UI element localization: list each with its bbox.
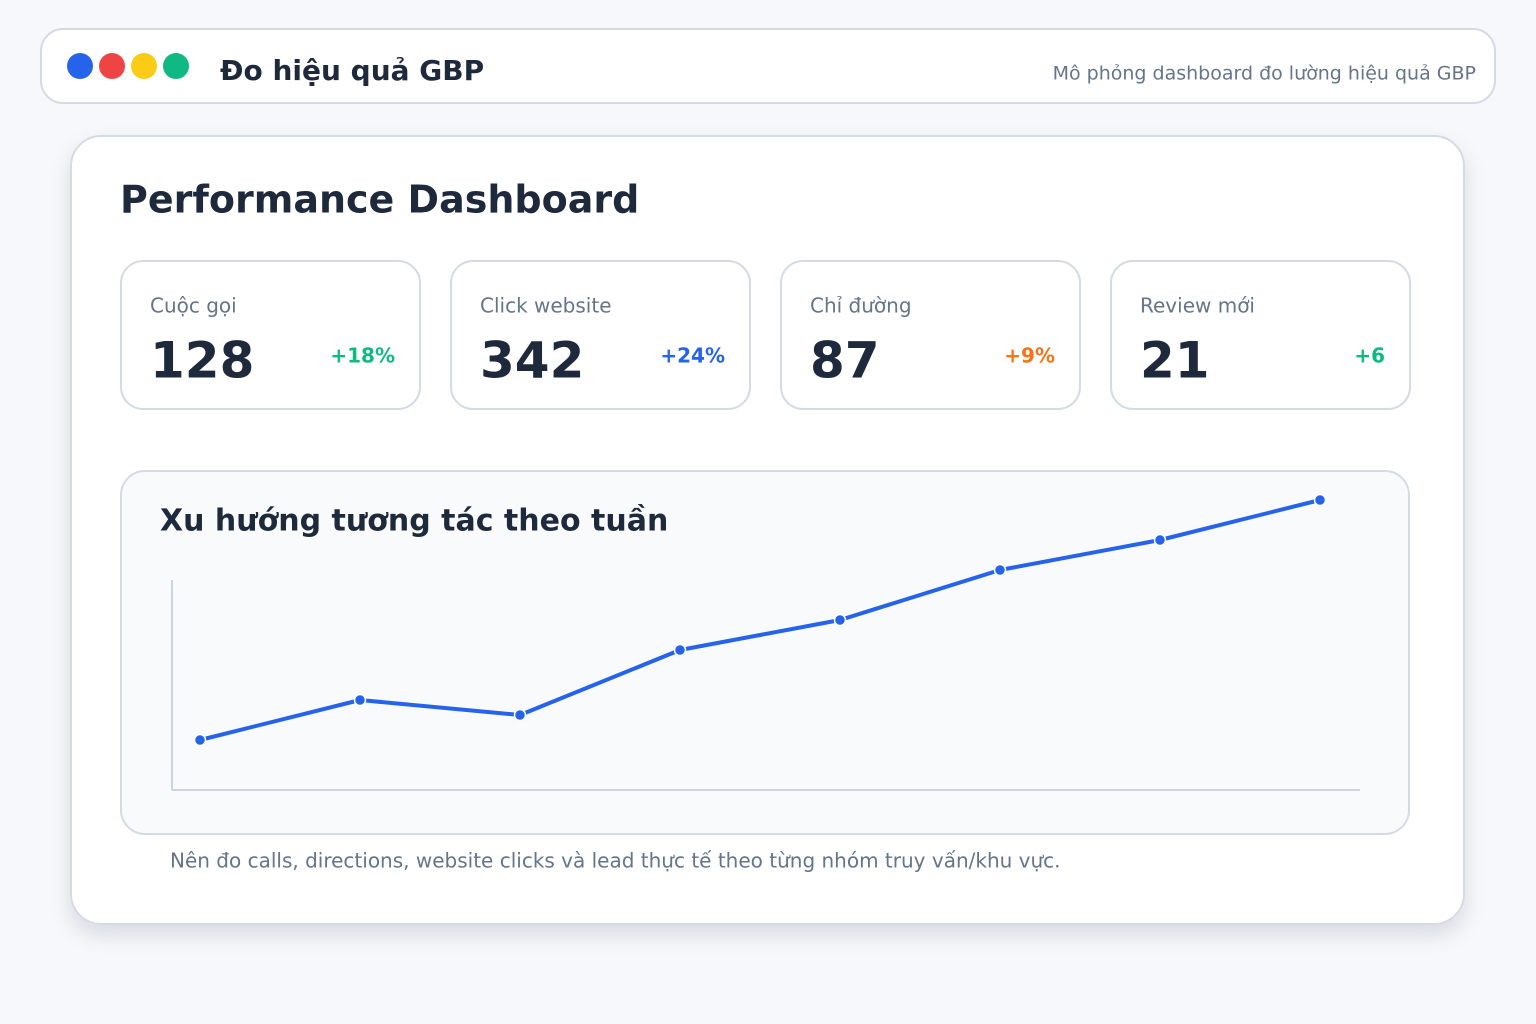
metric-label: Review mới [1140, 294, 1255, 318]
metric-value: 87 [810, 332, 880, 390]
metric-cards: Cuộc gọi 128 +18% Click website 342 +24% Chỉ đ… [120, 260, 1411, 410]
data-point [193, 733, 207, 747]
metric-change: +9% [1004, 344, 1055, 368]
data-point [1313, 493, 1327, 507]
data-point [993, 563, 1007, 577]
metric-card [450, 260, 751, 410]
data-point [513, 708, 527, 722]
note: Nên đo calls, directions, website clicks… [170, 849, 1061, 873]
data-point [1153, 533, 1167, 547]
metric-card [780, 260, 1081, 410]
data-point [833, 613, 847, 627]
data-point [673, 643, 687, 657]
dot [99, 53, 125, 79]
metric-value: 342 [480, 332, 584, 390]
series-line [199, 498, 1321, 742]
metric-label: Click website [480, 294, 612, 318]
metric-label: Chỉ đường [810, 294, 912, 318]
dot [131, 53, 157, 79]
metric-change: +24% [660, 344, 725, 368]
header-title: Đo hiệu quả GBP [220, 54, 484, 87]
metric-label: Cuộc gọi [150, 294, 237, 318]
metric-value: 128 [150, 332, 254, 390]
dot [67, 53, 93, 79]
dot [163, 53, 189, 79]
header-bar [40, 28, 1496, 104]
header-subtitle: Mô phỏng dashboard đo lường hiệu quả GBP [1053, 63, 1476, 85]
metric-change: +6 [1354, 344, 1385, 368]
metric-value: 21 [1140, 332, 1210, 390]
chart-panel [120, 470, 1410, 835]
dashboard-title: Performance Dashboard [120, 178, 639, 222]
data-point [353, 693, 367, 707]
chart-title: Xu hướng tương tác theo tuần [160, 504, 668, 539]
metric-card [120, 260, 421, 410]
metric-change: +18% [330, 344, 395, 368]
metric-card [1110, 260, 1411, 410]
plot [193, 493, 1327, 747]
